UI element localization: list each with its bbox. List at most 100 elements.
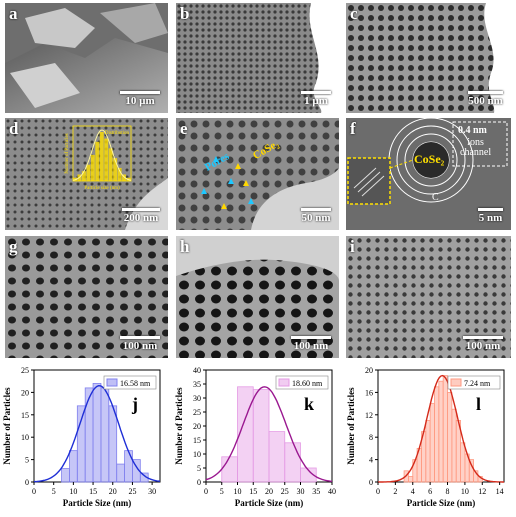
panel-e-image <box>176 118 339 230</box>
panel-label: k <box>304 394 314 414</box>
histogram-bar <box>268 431 286 483</box>
inset-bar <box>86 164 91 181</box>
x-tick-label: 25 <box>128 487 136 496</box>
y-tick-label: 10 <box>193 450 201 459</box>
legend-label: 16.58 nm <box>120 379 151 388</box>
panel-h: h 100 nm <box>176 236 339 358</box>
x-tick-label: 10 <box>461 487 469 496</box>
panel-g-label: g <box>9 237 18 256</box>
panel-f-channel-line2: channel <box>460 147 492 158</box>
legend: 18.60 nm <box>275 375 329 390</box>
histogram-bar <box>252 389 270 483</box>
y-tick-label: 15 <box>193 436 201 445</box>
panel-d-scale-bar: 200 nm <box>122 208 160 224</box>
panel-f-lattice-label: 0.4 nm <box>458 125 487 136</box>
panel-label: j <box>131 394 138 414</box>
y-tick-label: 12 <box>365 411 373 420</box>
panel-g-scale-bar: 100 nm <box>120 336 160 352</box>
panel-b-label: b <box>180 4 190 23</box>
legend: 16.58 nm <box>103 375 157 390</box>
x-tick-label: 4 <box>411 487 415 496</box>
panel-d-inset-histogram: Distribution Particle size (nm) Number of … <box>65 125 132 191</box>
panel-label: l <box>476 394 481 414</box>
panel-b-image <box>176 3 339 113</box>
histogram-bar <box>300 467 317 483</box>
inset-bar <box>122 174 127 181</box>
x-axis-label: Particle Size (nm) <box>63 498 131 508</box>
histogram-bar <box>451 408 457 483</box>
x-tick-label: 14 <box>496 487 504 496</box>
panel-f-scale-bar: 5 nm <box>478 208 503 224</box>
panel-i: i 100 nm <box>346 236 511 358</box>
inset-bar <box>95 141 100 181</box>
inset-y-label: Number of Particles <box>65 133 70 173</box>
gaussian-fit-line <box>378 374 504 483</box>
inset-x-label: Particle size (nm) <box>84 186 120 191</box>
legend-swatch <box>106 378 118 387</box>
panel-a-label: a <box>9 4 18 23</box>
panel-g: g 100 nm <box>5 236 168 358</box>
histogram-bar <box>460 442 466 483</box>
legend: 7.24 nm <box>447 375 501 390</box>
panel-f-image <box>346 118 511 230</box>
x-tick-label: 0 <box>204 487 208 496</box>
panel-d-label: d <box>9 119 19 138</box>
x-tick-label: 10 <box>69 487 77 496</box>
panel-h-label: h <box>180 237 190 256</box>
x-tick-label: 15 <box>249 487 257 496</box>
x-tick-label: 2 <box>393 487 397 496</box>
panel-a: a 10 µm <box>5 3 168 113</box>
y-tick-label: 5 <box>197 464 201 473</box>
panel-e: e Pores CoSe₂ 50 nm <box>176 118 339 230</box>
inset-fit-line <box>72 129 132 181</box>
histogram-bar <box>92 383 102 483</box>
x-axis-label: Particle Size (nm) <box>407 498 475 508</box>
panel-h-scale-bar: 100 nm <box>291 336 331 352</box>
inset-bar <box>81 171 86 181</box>
y-tick-label: 25 <box>193 408 201 417</box>
y-tick-label: 5 <box>25 456 29 465</box>
y-tick-label: 0 <box>369 478 373 487</box>
inset-bar <box>104 138 109 181</box>
panel-i-scale-bar: 100 nm <box>463 336 503 352</box>
x-tick-label: 5 <box>220 487 224 496</box>
gaussian-fit-line <box>33 384 161 483</box>
pore-markers <box>201 156 254 204</box>
histogram-bar <box>76 405 86 483</box>
x-tick-label: 6 <box>428 487 432 496</box>
panel-f-label: f <box>350 119 356 138</box>
x-tick-label: 20 <box>109 487 117 496</box>
panel-a-image <box>5 3 168 113</box>
panel-b: b 1 µm <box>176 3 339 113</box>
y-tick-label: 20 <box>21 388 29 397</box>
inset-bar <box>108 148 113 181</box>
x-tick-label: 5 <box>52 487 56 496</box>
panel-c-scale-bar: 500 nm <box>468 91 503 107</box>
gaussian-fit-line <box>205 386 333 482</box>
panel-d: Distribution Particle size (nm) Number of … <box>5 118 168 230</box>
legend-label: 7.24 nm <box>464 379 491 388</box>
histogram-j: 0 5 10 15 20 25 30 0 5 10 15 20 25 Particle Size (nm)… <box>2 366 161 508</box>
x-tick-label: 0 <box>376 487 380 496</box>
histogram-l: 0 2 4 6 8 10 12 14 0 4 8 12 16 20 Particle Size (nm) Nu… <box>346 366 505 508</box>
histogram-bar <box>69 450 78 483</box>
inset-bar <box>90 154 95 181</box>
inset-bar <box>117 167 122 181</box>
histogram-bar <box>84 387 94 483</box>
x-tick-label: 40 <box>328 487 336 496</box>
inset-bar <box>99 132 104 181</box>
y-tick-label: 40 <box>193 366 201 375</box>
histogram-bar <box>116 463 125 483</box>
legend-swatch <box>278 378 290 387</box>
y-tick-label: 30 <box>193 394 201 403</box>
y-tick-label: 20 <box>193 422 201 431</box>
y-tick-label: 35 <box>193 380 201 389</box>
histogram-bar <box>442 375 448 483</box>
panel-e-scale-bar: 50 nm <box>301 208 331 224</box>
histogram-bar <box>438 380 444 483</box>
legend-swatch <box>450 378 462 387</box>
histogram-bar <box>221 456 238 483</box>
histogram-bar <box>124 450 133 483</box>
panel-c-label: c <box>350 4 358 23</box>
panel-f-channel-line1: ions <box>467 137 484 148</box>
